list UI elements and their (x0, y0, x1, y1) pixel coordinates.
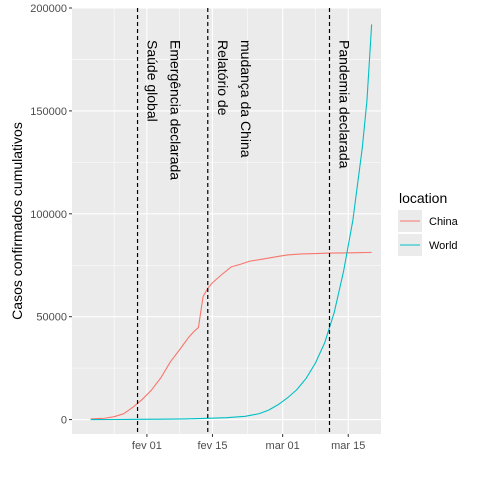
x-tick-label: mar 15 (331, 440, 365, 452)
x-tick-label: fev 15 (197, 440, 227, 452)
event-annotation: Saúde global (145, 40, 161, 122)
event-annotation: Pandemia declarada (337, 40, 353, 169)
legend-items: China World (398, 210, 459, 256)
y-tick-label: 200000 (30, 3, 67, 15)
legend-label-world: World (429, 240, 458, 252)
event-annotation: mudança da China (238, 40, 254, 158)
x-tick-label: mar 01 (266, 440, 300, 452)
x-tick-label: fev 01 (132, 440, 162, 452)
series-line-world (90, 24, 373, 421)
grid-major (72, 7, 381, 434)
y-tick-label: 150000 (30, 106, 67, 118)
event-annotation: Relatório de (215, 40, 231, 116)
vline-layer: Saúde global Emergência declarada Relatóri… (136, 8, 353, 434)
legend-label-china: China (429, 216, 459, 228)
legend-title: location (399, 190, 447, 206)
axis-layer: fev 01 fev 15 mar 01 mar 15 0 50000 100000 1500… (30, 3, 365, 452)
y-tick-label: 0 (61, 415, 67, 427)
event-annotation: Emergência declarada (168, 40, 184, 180)
y-tick-label: 100000 (30, 209, 67, 221)
y-tick-label: 50000 (36, 312, 67, 324)
y-axis-title: Casos confirmados cumulativos (9, 122, 25, 320)
legend: location China World (398, 190, 459, 256)
